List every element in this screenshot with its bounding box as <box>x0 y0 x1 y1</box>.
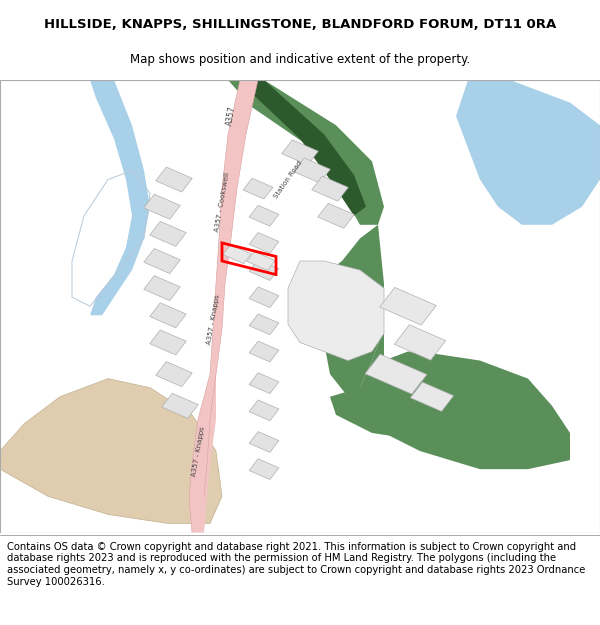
Polygon shape <box>249 314 279 335</box>
Polygon shape <box>150 302 186 328</box>
Polygon shape <box>223 245 251 264</box>
Polygon shape <box>410 382 454 411</box>
Text: HILLSIDE, KNAPPS, SHILLINGSTONE, BLANDFORD FORUM, DT11 0RA: HILLSIDE, KNAPPS, SHILLINGSTONE, BLANDFO… <box>44 18 556 31</box>
Polygon shape <box>249 432 279 452</box>
Text: A357 - Knapps: A357 - Knapps <box>206 294 220 346</box>
Polygon shape <box>249 400 279 421</box>
Polygon shape <box>249 287 279 308</box>
Polygon shape <box>249 206 279 226</box>
Text: Contains OS data © Crown copyright and database right 2021. This information is : Contains OS data © Crown copyright and d… <box>7 542 586 586</box>
Text: Station Road: Station Road <box>273 159 303 199</box>
Polygon shape <box>380 288 436 325</box>
Polygon shape <box>156 362 192 387</box>
Polygon shape <box>282 140 318 165</box>
Polygon shape <box>144 194 180 219</box>
Polygon shape <box>312 176 348 201</box>
Polygon shape <box>249 459 279 479</box>
Polygon shape <box>246 80 366 216</box>
Text: A357 - Knapps: A357 - Knapps <box>191 426 205 476</box>
Polygon shape <box>228 80 384 225</box>
Polygon shape <box>394 325 446 360</box>
Polygon shape <box>150 221 186 246</box>
Polygon shape <box>150 330 186 355</box>
Polygon shape <box>318 203 354 228</box>
Polygon shape <box>360 329 570 469</box>
Polygon shape <box>249 372 279 394</box>
Text: A357: A357 <box>225 106 237 127</box>
Polygon shape <box>249 341 279 362</box>
Polygon shape <box>294 158 330 183</box>
Polygon shape <box>144 276 180 301</box>
Polygon shape <box>324 225 384 397</box>
Polygon shape <box>249 259 279 281</box>
Polygon shape <box>288 261 384 361</box>
Polygon shape <box>249 232 279 253</box>
Text: A357 - Cookswell: A357 - Cookswell <box>214 172 230 232</box>
Polygon shape <box>162 393 198 418</box>
Polygon shape <box>144 249 180 274</box>
Polygon shape <box>365 354 427 394</box>
Polygon shape <box>156 167 192 192</box>
Polygon shape <box>247 252 275 271</box>
Polygon shape <box>189 374 216 532</box>
Polygon shape <box>243 178 273 199</box>
Polygon shape <box>456 80 600 225</box>
Polygon shape <box>210 80 258 374</box>
Polygon shape <box>330 351 492 442</box>
Text: Map shows position and indicative extent of the property.: Map shows position and indicative extent… <box>130 54 470 66</box>
Polygon shape <box>0 379 222 524</box>
Polygon shape <box>90 80 150 315</box>
